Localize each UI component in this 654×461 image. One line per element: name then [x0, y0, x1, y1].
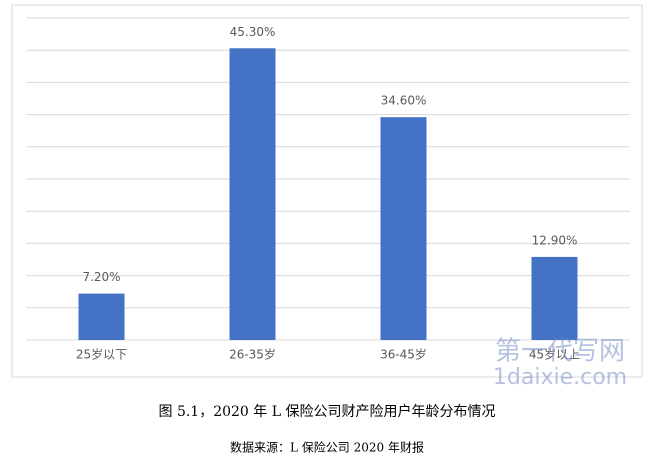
bar — [531, 256, 578, 340]
data-label: 34.60% — [381, 94, 427, 108]
caption: 图 5.1，2020 年 L 保险公司财产险用户年龄分布情况 — [159, 403, 496, 420]
data-label: 7.20% — [82, 270, 120, 284]
data-label: 45.30% — [230, 25, 276, 39]
source: 数据来源：L 保险公司 2020 年财报 — [230, 440, 424, 455]
watermark: 1daixie.com — [493, 365, 627, 390]
x-tick-label: 26-35岁 — [229, 347, 276, 362]
data-label: 12.90% — [532, 233, 578, 247]
watermark: 第一代写网 — [495, 337, 625, 367]
x-tick-label: 45岁以上 — [529, 347, 580, 362]
bar — [78, 293, 125, 340]
bar — [380, 117, 427, 341]
x-tick-label: 36-45岁 — [380, 347, 427, 362]
bar — [229, 48, 276, 340]
x-tick-label: 25岁以下 — [76, 347, 127, 362]
